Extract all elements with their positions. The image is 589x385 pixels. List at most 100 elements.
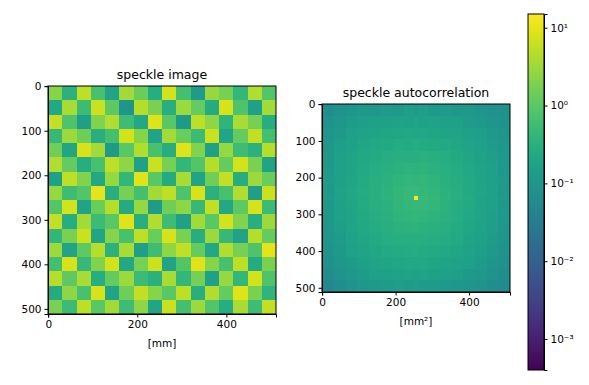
cell	[205, 271, 220, 286]
cell	[322, 280, 334, 292]
cell	[451, 163, 463, 175]
cell	[219, 300, 234, 314]
cell	[77, 243, 92, 258]
cell	[105, 229, 120, 244]
tick: 10⁻³	[544, 333, 574, 345]
panel: 02004000100200300400500speckle autocorre…	[295, 85, 510, 327]
cell	[475, 163, 487, 175]
cell	[428, 151, 440, 163]
cell	[428, 257, 440, 269]
cell	[62, 86, 77, 101]
cell	[48, 115, 63, 130]
cell	[77, 172, 92, 187]
cell	[463, 139, 475, 151]
cell	[48, 129, 63, 144]
cell	[498, 245, 510, 257]
cell	[475, 280, 487, 292]
cell	[162, 129, 177, 144]
cell	[357, 233, 369, 245]
cell	[451, 257, 463, 269]
cell	[404, 163, 414, 175]
tick-label: 500	[21, 303, 41, 315]
cell	[119, 300, 134, 314]
cell	[62, 172, 77, 187]
cell	[418, 163, 428, 175]
cell	[148, 271, 163, 286]
cell	[346, 151, 358, 163]
tick: 200	[295, 171, 322, 183]
tick: 0	[45, 314, 52, 330]
cell	[119, 286, 134, 301]
cell	[404, 128, 414, 140]
tick-label: 500	[295, 282, 315, 294]
cell	[233, 143, 248, 158]
tick-label: 300	[21, 214, 41, 226]
cell	[262, 86, 276, 101]
tick-label: 400	[295, 245, 315, 257]
tick-label: 200	[386, 296, 406, 308]
cell	[219, 200, 234, 215]
cell	[248, 172, 263, 187]
cell	[440, 200, 452, 210]
cell	[248, 143, 263, 158]
cell	[428, 116, 440, 128]
cell	[191, 271, 206, 286]
cell	[219, 271, 234, 286]
cell	[451, 139, 463, 151]
cell	[357, 280, 369, 292]
cell	[346, 222, 358, 234]
cell	[414, 269, 419, 281]
cell	[248, 271, 263, 286]
cell	[233, 200, 248, 215]
cell	[346, 175, 358, 187]
cell	[475, 210, 487, 222]
cell	[428, 233, 440, 245]
cell	[148, 214, 163, 229]
cell	[498, 222, 510, 234]
cell	[393, 128, 405, 140]
cell	[77, 200, 92, 215]
cell	[334, 233, 346, 245]
y-axis: 0100200300400500	[295, 98, 322, 294]
cell	[463, 210, 475, 222]
tick-mark	[319, 104, 323, 105]
cell	[334, 175, 346, 187]
cell	[381, 257, 393, 269]
axis-line	[545, 15, 548, 371]
cell	[219, 286, 234, 301]
cell	[262, 143, 276, 158]
tick: 0	[319, 292, 326, 308]
cell	[357, 163, 369, 175]
cell	[91, 157, 106, 172]
cell	[428, 280, 440, 292]
cell	[176, 243, 191, 258]
cell	[440, 210, 452, 222]
tick-label: 0	[309, 98, 316, 110]
cell	[134, 286, 149, 301]
cell	[487, 245, 499, 257]
cell	[487, 128, 499, 140]
cell	[346, 200, 358, 210]
cell	[48, 300, 63, 314]
cell	[91, 115, 106, 130]
cell	[334, 186, 346, 196]
cell	[404, 175, 414, 187]
cell	[487, 222, 499, 234]
cell	[381, 196, 393, 201]
cell	[404, 116, 414, 128]
cell	[48, 186, 63, 201]
cell	[105, 100, 120, 115]
cell	[346, 139, 358, 151]
cell	[105, 286, 120, 301]
cell	[248, 100, 263, 115]
cell	[428, 210, 440, 222]
cell	[487, 186, 499, 196]
cell	[233, 115, 248, 130]
cell	[498, 163, 510, 175]
axis-line	[45, 87, 49, 315]
cell	[334, 210, 346, 222]
cell	[248, 200, 263, 215]
cell	[191, 129, 206, 144]
cell	[91, 129, 106, 144]
cell	[91, 286, 106, 301]
